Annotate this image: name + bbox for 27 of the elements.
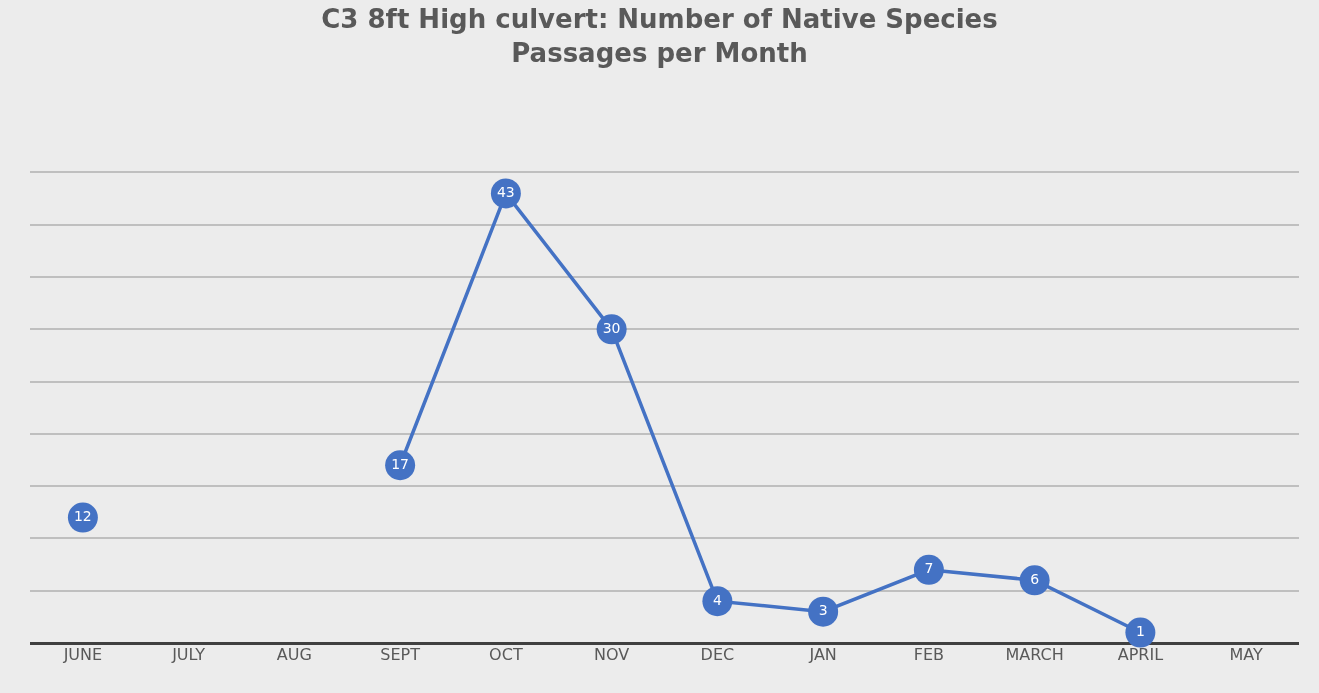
- data-label: 3: [818, 602, 828, 619]
- data-label: 6: [1030, 570, 1040, 587]
- data-label: 30: [602, 319, 621, 336]
- point: [702, 586, 733, 617]
- x-tick-label: JUNE: [62, 645, 103, 664]
- x-tick-label: SEPT: [380, 645, 421, 664]
- x-tick-label: NOV: [594, 645, 630, 664]
- x-tick-label: AUG: [276, 645, 312, 664]
- data-label: 4: [712, 591, 722, 608]
- point: [1125, 617, 1156, 648]
- point: [1019, 565, 1050, 596]
- data-label: 7: [924, 560, 934, 577]
- x-tick-label: DEC: [700, 645, 735, 664]
- x-tick-label: JULY: [171, 645, 206, 664]
- x-tick-label: APRIL: [1117, 645, 1164, 664]
- x-tick-label: MARCH: [1005, 645, 1064, 664]
- x-tick-label: JAN: [808, 645, 837, 664]
- x-tick-label: OCT: [489, 645, 523, 664]
- chart-title: C3 8ft High culvert: Number of Native Species Passages per Month: [321, 3, 998, 68]
- point: [913, 554, 944, 585]
- x-tick-label: FEB: [913, 645, 945, 664]
- data-label: 1: [1135, 623, 1145, 640]
- point: [808, 596, 839, 627]
- data-label: 43: [496, 183, 515, 200]
- x-tick-label: MAY: [1229, 645, 1263, 664]
- data-label: 17: [391, 455, 410, 472]
- data-label: 12: [73, 508, 92, 525]
